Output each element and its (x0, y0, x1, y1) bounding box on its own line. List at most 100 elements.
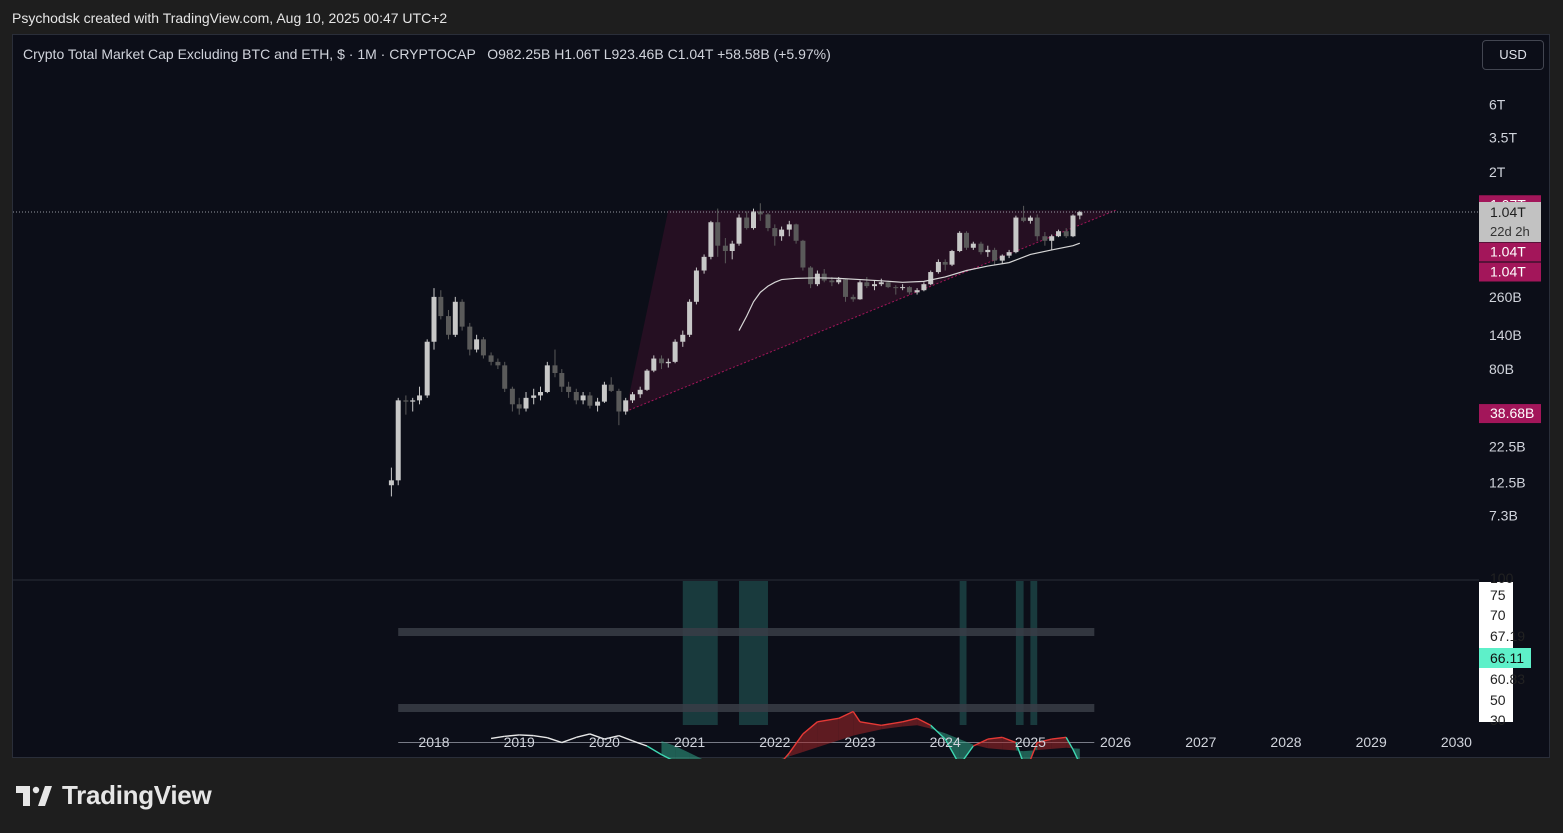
bull-fill (959, 739, 974, 759)
candle-body (580, 395, 586, 401)
signal-segment (852, 711, 861, 723)
candle-body (864, 282, 870, 287)
candle (388, 467, 394, 497)
moving-average-series (738, 242, 1081, 331)
oscillator-value-badge-bg (1479, 648, 1531, 668)
signal-segment (987, 736, 1003, 740)
candle (395, 397, 401, 486)
candle-body (424, 341, 430, 396)
candle-body (467, 326, 473, 350)
time-tick-label: 2025 (1015, 734, 1046, 750)
candle-body (949, 251, 955, 265)
signal-segment (661, 754, 672, 759)
candle-body (559, 373, 565, 387)
candle (1021, 205, 1027, 223)
candle-body (836, 279, 842, 283)
candle (978, 241, 984, 255)
signal-segment (783, 752, 790, 759)
candle (970, 241, 976, 250)
candle (949, 249, 955, 267)
chart-canvas[interactable]: 6T3.5T2T260B140B80B22.5B12.5B7.3B1.07T1.… (13, 35, 1551, 759)
candle-body (942, 261, 948, 265)
bear-fill (881, 721, 903, 730)
candle (665, 358, 671, 368)
candle-body (829, 280, 835, 283)
candle-body (417, 395, 423, 401)
price-tick-label: 260B (1489, 289, 1522, 305)
candle (509, 386, 515, 412)
candle (999, 254, 1005, 264)
highlight-band (739, 581, 768, 725)
candle (658, 355, 664, 370)
candle (964, 231, 969, 250)
price-tick-label: 140B (1489, 327, 1522, 343)
symbol-info[interactable]: Crypto Total Market Cap Excluding BTC an… (23, 46, 831, 62)
symbol-description: Crypto Total Market Cap Excluding BTC an… (23, 46, 476, 62)
candle (459, 299, 465, 331)
candle (480, 337, 486, 359)
candle-body (786, 224, 792, 230)
candle (559, 369, 565, 393)
signal-segment (589, 733, 605, 740)
time-tick-label: 2023 (844, 734, 875, 750)
candle (438, 290, 444, 320)
candle-body (900, 287, 906, 289)
candle-body (1063, 231, 1069, 237)
candle (531, 388, 537, 405)
signal-segment (576, 733, 591, 739)
price-tick-label: 6T (1489, 97, 1506, 113)
time-tick-label: 2024 (930, 734, 961, 750)
candle-body (523, 397, 529, 409)
candle-body (906, 287, 912, 293)
candle (850, 294, 856, 302)
signal-segment (533, 734, 548, 739)
time-tick-label: 2030 (1441, 734, 1472, 750)
candle (1049, 234, 1055, 250)
candle (410, 397, 416, 412)
candle (765, 213, 771, 232)
candle (1013, 215, 1019, 254)
candle (1027, 215, 1033, 224)
bull-fill (1073, 748, 1080, 759)
time-tick-label: 2021 (674, 734, 705, 750)
price-axis: 6T3.5T2T260B140B80B22.5B12.5B7.3B1.07T1.… (1479, 97, 1541, 524)
currency-button[interactable]: USD (1482, 40, 1544, 70)
chart-frame[interactable]: 6T3.5T2T260B140B80B22.5B12.5B7.3B1.07T1.… (12, 34, 1551, 759)
candle (502, 361, 508, 393)
candle-body (893, 287, 899, 289)
lower-band (398, 704, 1095, 712)
candle-body (495, 361, 501, 366)
candle (616, 388, 622, 426)
signal-segment (802, 721, 818, 735)
price-tick-label: 80B (1489, 361, 1514, 377)
bull-fill (689, 752, 703, 759)
candle (942, 259, 948, 271)
candle (1077, 210, 1083, 220)
candle-body (885, 282, 891, 288)
candle-body (800, 240, 806, 268)
candle-body (480, 339, 486, 356)
candle (928, 270, 934, 286)
signal-segment (859, 721, 882, 726)
tradingview-logo[interactable]: TradingView (14, 780, 212, 811)
candle-body (985, 249, 991, 253)
candle (538, 386, 543, 401)
time-tick-label: 2026 (1100, 734, 1131, 750)
candle-body (878, 282, 884, 285)
candle (722, 238, 728, 264)
bull-fill (945, 733, 960, 759)
bull-fill (1015, 742, 1024, 759)
candle-body (701, 256, 707, 271)
candle (431, 288, 437, 350)
oscillator-pane (398, 581, 1095, 759)
candle (701, 254, 707, 274)
bear-fill (838, 711, 854, 741)
candle-body (601, 384, 607, 402)
signal-segment (646, 745, 662, 756)
candle-body (757, 211, 763, 215)
candle-body (814, 273, 820, 285)
candle (1056, 229, 1062, 238)
candle-body (552, 365, 558, 374)
candle (687, 299, 693, 338)
candle-body (509, 388, 515, 405)
